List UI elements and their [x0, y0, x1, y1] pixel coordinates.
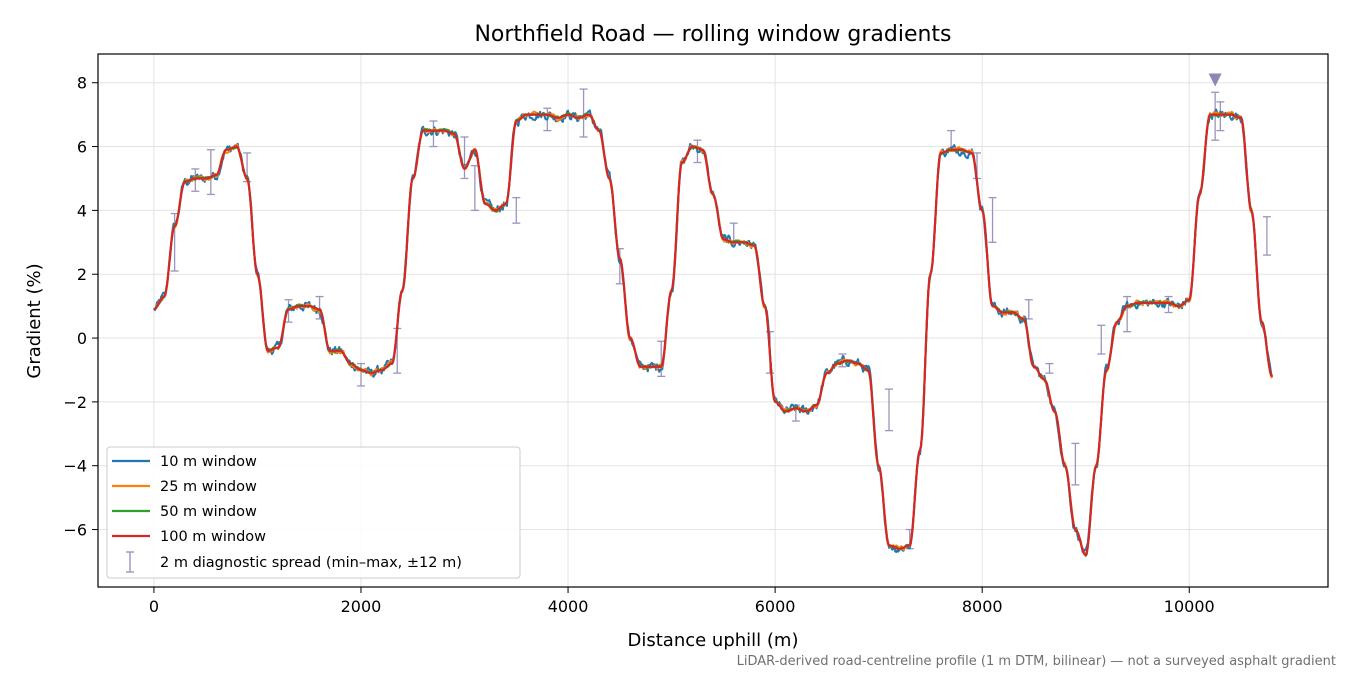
- spread-bar: [206, 149, 215, 196]
- x-tick-label: 8000: [962, 597, 1003, 616]
- chart-title: Northfield Road — rolling window gradien…: [474, 22, 951, 47]
- footnote: LiDAR-derived road-centreline profile (1…: [737, 654, 1336, 669]
- spread-bar: [1097, 324, 1106, 355]
- spread-bar: [1071, 442, 1080, 486]
- legend-label-100m: 100 m window: [160, 529, 266, 545]
- y-axis-label: Gradient (%): [24, 263, 45, 378]
- x-tick-label: 10000: [1164, 597, 1215, 616]
- peak-triangle-marker: [1208, 73, 1222, 87]
- x-tick-label: 0: [149, 597, 159, 616]
- x-tick-label: 6000: [755, 597, 796, 616]
- legend-label-10m: 10 m window: [160, 454, 257, 470]
- spread-bar: [885, 388, 894, 432]
- spread-bar: [460, 136, 469, 180]
- series-line-100m: [153, 113, 1273, 557]
- spread-bar: [512, 196, 521, 224]
- spread-bar: [1045, 362, 1054, 374]
- spread-bar: [579, 88, 588, 138]
- x-tick-label: 4000: [548, 597, 589, 616]
- x-tick-label: 2000: [341, 597, 382, 616]
- legend-swatch-spread: [126, 551, 134, 573]
- y-tick-label: −4: [63, 457, 87, 476]
- spread-bar: [284, 299, 293, 323]
- y-tick-label: 6: [77, 138, 87, 157]
- plot-frame: [97, 53, 1329, 588]
- legend-label-50m: 50 m window: [160, 504, 257, 520]
- spread-error-bars: [170, 88, 1271, 550]
- legend-label-spread: 2 m diagnostic spread (min–max, ±12 m): [160, 555, 462, 571]
- y-tick-label: 8: [77, 74, 87, 93]
- y-tick-label: 4: [77, 201, 87, 220]
- y-tick-label: −2: [63, 393, 87, 412]
- spread-bar: [1262, 216, 1271, 256]
- legend-box: [106, 446, 521, 579]
- legend: 10 m window 25 m window 50 m window 100 …: [106, 446, 521, 579]
- series-lines: [153, 108, 1274, 557]
- y-tick-label: 2: [77, 265, 87, 284]
- peak-marker: [1208, 73, 1222, 87]
- spread-bar: [988, 196, 997, 243]
- axis-ticks: 0 2000 4000 6000 8000 10000 −6 −4 −2 0 2 4 6 8: [63, 74, 1214, 616]
- spread-bar: [356, 362, 365, 387]
- y-tick-label: −6: [63, 521, 87, 540]
- legend-label-25m: 25 m window: [160, 479, 257, 495]
- y-tick-label: 0: [77, 329, 87, 348]
- x-axis-label: Distance uphill (m): [628, 630, 799, 651]
